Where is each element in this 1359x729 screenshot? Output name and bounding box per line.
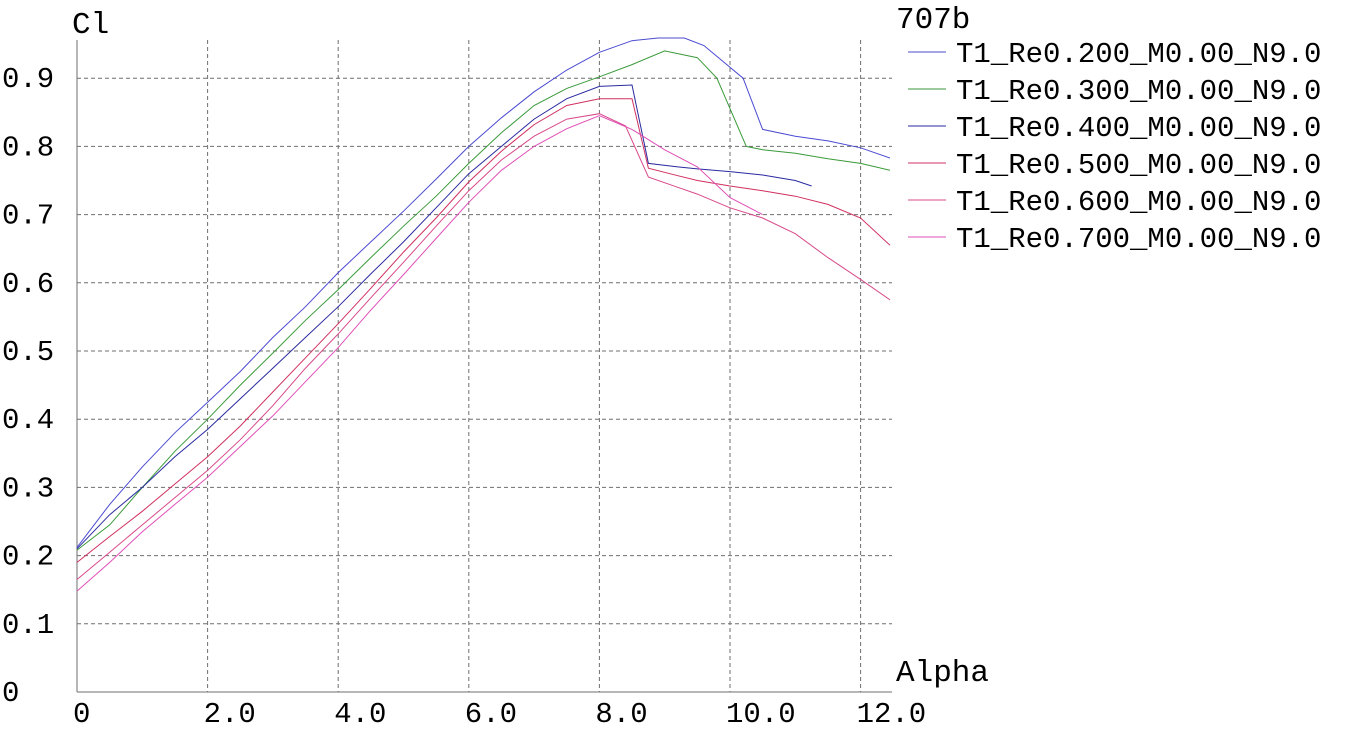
legend: T1_Re0.200_M0.00_N9.0 T1_Re0.300_M0.00_N9…	[908, 38, 1321, 256]
series-line-1	[76, 37, 891, 548]
series-lines	[76, 37, 891, 592]
y-tick-label: 0	[2, 677, 19, 710]
axes	[76, 40, 892, 693]
y-tick-label: 0.8	[2, 131, 54, 164]
x-tick-label: 0	[73, 698, 90, 729]
series-line-5	[76, 113, 891, 580]
series-line-6	[76, 115, 763, 592]
y-tick-label: 0.2	[2, 541, 54, 574]
y-tick-label: 0.3	[2, 472, 54, 505]
legend-label-3: T1_Re0.400_M0.00_N9.0	[956, 112, 1321, 145]
x-tick-label: 2.0	[204, 698, 256, 729]
chart-title: 707b	[896, 3, 970, 38]
x-tick-label: 10.0	[726, 698, 796, 729]
y-tick-label: 0.1	[2, 609, 54, 642]
y-axis-label: Cl	[72, 8, 109, 43]
tick-labels: 0 2.0 4.0 6.0 8.0 10.0 12.0 0 0.1 0.2 0.3 0.4 0.5 0.6…	[2, 63, 926, 729]
y-tick-label: 0.4	[2, 404, 54, 437]
y-tick-label: 0.6	[2, 268, 54, 301]
y-tick-label: 0.9	[2, 63, 54, 96]
x-tick-label: 8.0	[595, 698, 647, 729]
x-tick-label: 6.0	[465, 698, 517, 729]
x-tick-label: 4.0	[334, 698, 386, 729]
legend-label-4: T1_Re0.500_M0.00_N9.0	[956, 149, 1321, 182]
x-axis-label: Alpha	[896, 656, 989, 691]
legend-label-5: T1_Re0.600_M0.00_N9.0	[956, 186, 1321, 219]
grid	[77, 40, 892, 692]
y-tick-label: 0.7	[2, 200, 54, 233]
y-tick-label: 0.5	[2, 336, 54, 369]
legend-label-6: T1_Re0.700_M0.00_N9.0	[956, 223, 1321, 256]
series-line-4	[76, 98, 891, 563]
legend-label-1: T1_Re0.200_M0.00_N9.0	[956, 38, 1321, 71]
series-line-2	[76, 50, 891, 551]
legend-label-2: T1_Re0.300_M0.00_N9.0	[956, 75, 1321, 108]
series-line-3	[76, 84, 812, 550]
x-tick-label: 12.0	[857, 698, 927, 729]
